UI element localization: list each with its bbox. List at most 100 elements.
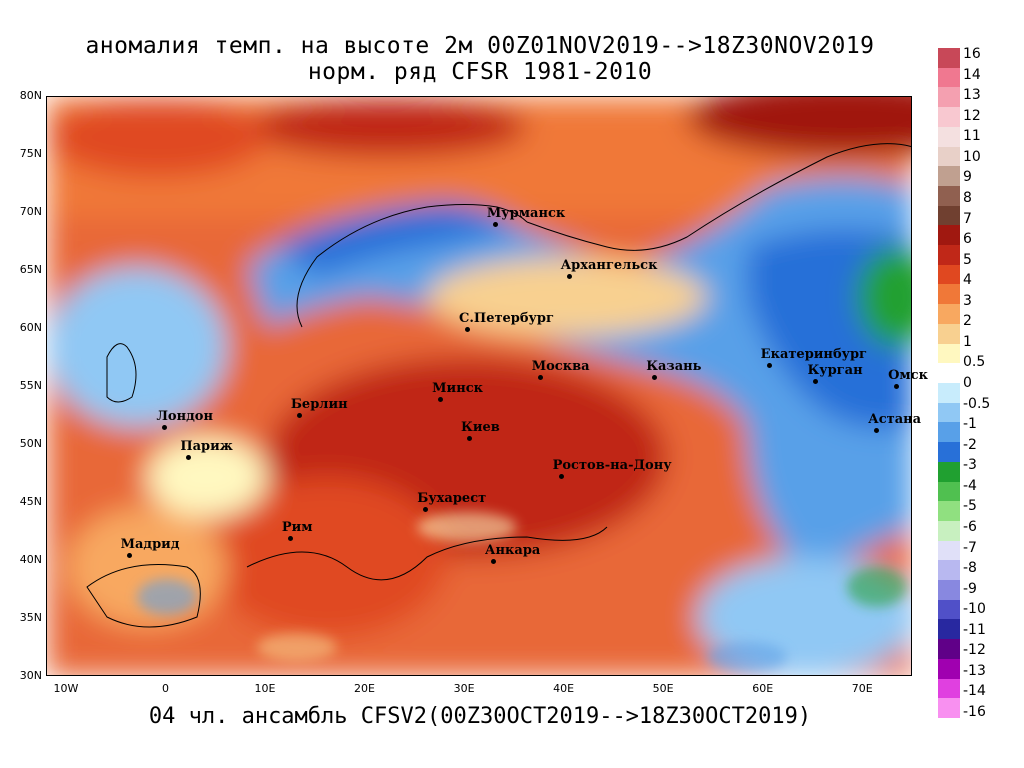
colorbar-swatch [938, 520, 960, 542]
colorbar-swatch [938, 501, 960, 522]
anomaly-warm-balkans [207, 477, 447, 637]
colorbar-swatch [938, 678, 960, 699]
city-marker [467, 436, 473, 442]
anomaly-very-cold-siberia [857, 247, 911, 347]
colorbar-label: 7 [963, 210, 972, 227]
colorbar-swatch [938, 323, 960, 345]
colorbar-swatch [938, 599, 960, 620]
coastline-arctic [526, 143, 911, 251]
lat-tick-label: 30N [19, 669, 42, 682]
city-label: Екатеринбург [760, 347, 867, 363]
colorbar-swatch [938, 67, 960, 88]
anomaly-mild-russia [427, 257, 707, 337]
colorbar-swatch [938, 343, 960, 364]
colorbar-swatch [938, 481, 960, 502]
colorbar-swatch [938, 422, 960, 443]
colorbar-swatch [938, 442, 960, 463]
colorbar-swatch [938, 48, 960, 69]
colorbar-label: -2 [963, 436, 977, 453]
coastlines [86, 143, 911, 628]
colorbar-swatch [938, 146, 960, 167]
city-label: Лондон [156, 408, 213, 424]
city-label: Казань [646, 358, 702, 374]
city-marker [296, 413, 302, 418]
lon-tick-label: 70E [851, 682, 873, 695]
lat-tick-label: 80N [19, 89, 42, 102]
city-label: Ростов-на-Дону [552, 458, 672, 474]
anomaly-warm-atlantic [47, 97, 267, 177]
lat-tick-label: 60N [19, 321, 42, 334]
colorbar-label: -4 [963, 477, 977, 494]
lon-tick-label: 50E [652, 682, 674, 695]
lon-tick-label: 30E [453, 682, 475, 695]
anomaly-france [147, 437, 267, 517]
colorbar-swatch [938, 304, 960, 325]
colorbar-label: -0.5 [963, 395, 991, 412]
city-marker [287, 535, 293, 541]
city-marker [652, 374, 658, 380]
colorbar-swatch [938, 658, 960, 680]
lon-tick-label: 0 [161, 682, 169, 695]
colorbar-swatch [938, 264, 960, 285]
colorbar-swatch [938, 698, 960, 719]
city-label: Москва [531, 358, 590, 374]
city-label: Архангельск [560, 257, 658, 273]
colorbar-label: -13 [963, 662, 986, 679]
anomaly-cold-north [247, 177, 911, 577]
lon-tick-label: 20E [354, 682, 375, 695]
city-marker [186, 454, 192, 460]
colorbar-label: -8 [963, 560, 977, 577]
lat-tick-label: 45N [19, 495, 42, 508]
colorbar-swatch [938, 619, 960, 640]
city-marker [874, 428, 880, 434]
colorbar-label: -3 [963, 457, 977, 474]
colorbar-label: 0 [963, 375, 972, 391]
lat-tick-label: 75N [19, 147, 42, 160]
colorbar-label: 6 [963, 231, 972, 248]
city-marker [438, 396, 444, 402]
city-marker [813, 379, 819, 385]
colorbar-swatch [938, 560, 960, 581]
colorbar-label: -6 [963, 518, 977, 535]
colorbar-swatch [938, 166, 960, 187]
colorbar-label: 12 [963, 107, 981, 124]
colorbar-label: -9 [963, 580, 977, 597]
anomaly-cool-uk [47, 267, 227, 427]
coastline-mediterranean [246, 526, 608, 581]
lon-tick-label: 10E [254, 682, 276, 695]
city-marker [558, 474, 564, 480]
colorbar-label: 8 [963, 189, 972, 206]
colorbar-label: -1 [963, 416, 977, 433]
colorbar-swatch [938, 87, 960, 108]
city-label: Рим [281, 519, 313, 535]
lat-tick-label: 50N [19, 437, 42, 450]
chart-subtitle: норм. ряд CFSR 1981-2010 [307, 59, 653, 85]
colorbar-label: 4 [963, 272, 972, 289]
city-label: Астана [868, 412, 922, 428]
colorbar-swatch [938, 402, 960, 423]
colorbar [938, 48, 960, 719]
city-marker [465, 327, 471, 333]
lon-tick-label: 60E [752, 682, 774, 695]
coastline-scandinavia [296, 204, 528, 328]
colorbar-swatch [938, 284, 960, 305]
colorbar-swatch [938, 383, 960, 404]
city-marker [490, 559, 496, 565]
colorbar-swatch [938, 363, 960, 384]
colorbar-label: 0.5 [963, 354, 986, 371]
colorbar-swatch [938, 540, 960, 561]
colorbar-label: 5 [963, 251, 972, 268]
chart-title: аномалия темп. на высоте 2м 00Z01NOV2019… [85, 33, 875, 59]
colorbar-label: -12 [963, 642, 986, 659]
colorbar-swatch [938, 461, 960, 483]
city-marker [126, 553, 132, 559]
city-label: С.Петербург [459, 311, 554, 327]
city-label: Курган [807, 363, 863, 379]
lat-tick-label: 40N [19, 553, 42, 566]
city-label: Берлин [290, 397, 348, 412]
colorbar-swatch [938, 225, 960, 246]
colorbar-label: -11 [963, 621, 986, 638]
colorbar-swatch [938, 126, 960, 148]
colorbar-label: 3 [963, 292, 972, 309]
colorbar-label: 11 [963, 128, 981, 145]
